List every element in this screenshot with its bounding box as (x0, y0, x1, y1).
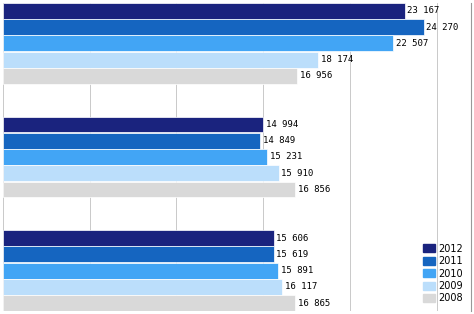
Bar (3, 133, 260, 149)
Text: 14 994: 14 994 (265, 120, 298, 129)
Text: 15 891: 15 891 (281, 266, 313, 275)
Text: 16 956: 16 956 (300, 71, 332, 80)
Text: 15 606: 15 606 (276, 234, 309, 243)
Bar (3, 181, 295, 198)
Text: 18 174: 18 174 (321, 55, 353, 64)
Bar (3, 149, 267, 165)
Legend: 2012, 2011, 2010, 2009, 2008: 2012, 2011, 2010, 2009, 2008 (420, 241, 466, 306)
Text: 22 507: 22 507 (396, 39, 428, 48)
Bar (3, 279, 283, 295)
Text: 24 270: 24 270 (427, 23, 459, 32)
Bar (3, 3, 405, 19)
Bar (3, 246, 274, 263)
Text: 15 231: 15 231 (270, 153, 302, 161)
Bar (3, 295, 295, 311)
Bar (3, 165, 279, 181)
Bar (3, 68, 297, 84)
Text: 16 865: 16 865 (298, 299, 330, 308)
Text: 16 117: 16 117 (285, 282, 317, 291)
Bar (3, 263, 279, 279)
Text: 15 910: 15 910 (282, 169, 314, 178)
Text: 15 619: 15 619 (276, 250, 309, 259)
Bar (3, 35, 393, 51)
Text: 16 856: 16 856 (298, 185, 330, 194)
Bar (3, 51, 318, 68)
Bar (3, 19, 424, 35)
Text: 14 849: 14 849 (263, 136, 295, 145)
Bar (3, 230, 273, 246)
Text: 23 167: 23 167 (407, 6, 439, 15)
Bar (3, 116, 263, 133)
